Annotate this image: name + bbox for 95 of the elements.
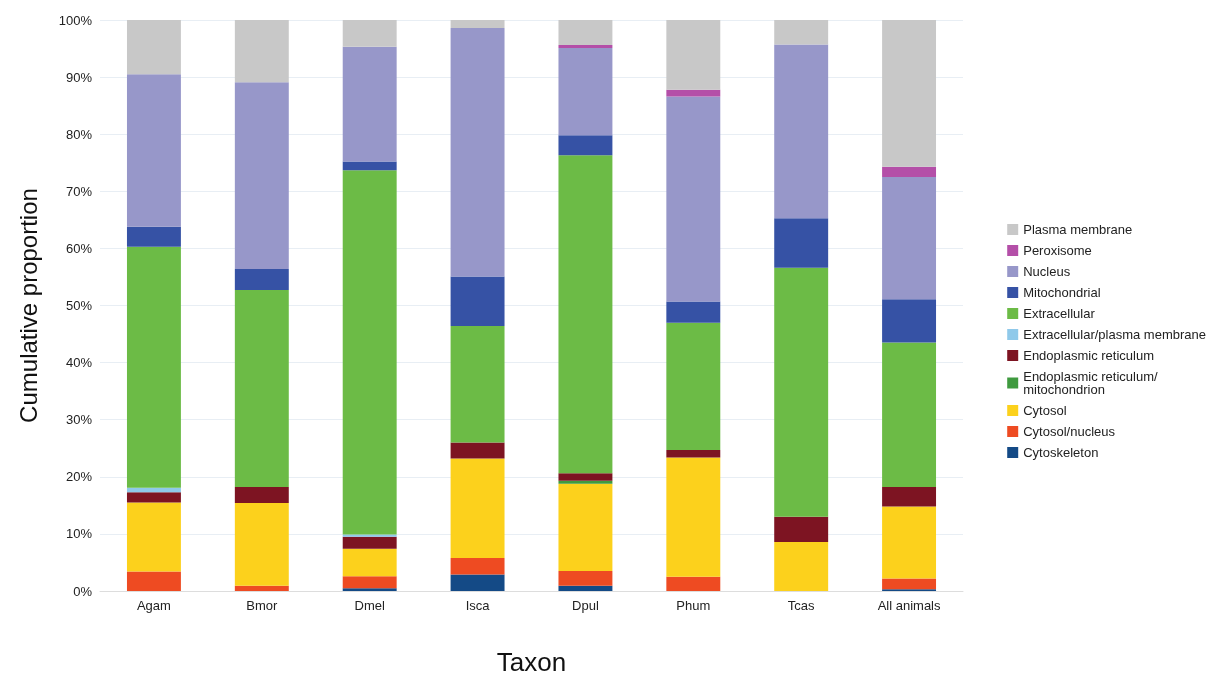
y-tick-label: 30% — [65, 412, 93, 428]
x-tick-label: Bmor — [246, 598, 279, 613]
bar — [558, 585, 613, 591]
bar — [126, 226, 181, 247]
bar — [450, 458, 505, 558]
bar — [882, 166, 937, 178]
bar — [774, 516, 829, 542]
y-tick-label: 50% — [65, 298, 93, 313]
bar — [342, 548, 397, 577]
bar — [558, 155, 613, 474]
bar — [126, 246, 181, 488]
x-tick-label: Dpul — [572, 598, 599, 613]
y-tick-label: 100% — [58, 12, 93, 28]
x-tick-label: Isca — [465, 598, 491, 613]
bar — [666, 20, 721, 90]
y-tick-label: 40% — [65, 355, 93, 371]
bar — [774, 44, 829, 219]
bar — [666, 301, 721, 323]
bar — [774, 541, 829, 591]
bar — [774, 20, 829, 45]
bar — [342, 534, 397, 537]
x-axis-title: Taxon — [496, 647, 567, 677]
y-tick-label: 0% — [73, 583, 93, 599]
y-tick-label: 90% — [65, 69, 93, 85]
legend-label: Cytosol — [1023, 403, 1067, 418]
legend-label: Extracellular/plasma membrane — [1023, 327, 1206, 342]
bar — [342, 576, 397, 589]
bar — [558, 135, 613, 156]
bar — [234, 268, 289, 291]
legend-label: Cytoskeleton — [1023, 445, 1099, 460]
bar — [342, 161, 397, 171]
bar — [882, 177, 937, 300]
bar — [882, 506, 937, 579]
bar — [882, 342, 937, 488]
y-tick-label: 10% — [65, 526, 93, 542]
bar — [450, 574, 505, 591]
bar — [450, 442, 505, 459]
bar — [558, 45, 613, 48]
bar — [126, 74, 181, 227]
bar — [126, 20, 181, 75]
bar — [882, 20, 937, 167]
x-tick-label: Dmel — [354, 598, 385, 613]
bar — [558, 47, 613, 136]
legend-label: Extracellular — [1023, 306, 1096, 321]
bar — [342, 20, 397, 47]
bar — [342, 46, 397, 162]
bar — [450, 276, 505, 327]
legend-label: Endoplasmic reticulum — [1023, 348, 1154, 363]
bar — [666, 96, 721, 302]
y-axis-title: Cumulative proportion — [14, 188, 42, 423]
bar — [666, 322, 721, 450]
bar — [666, 89, 721, 97]
bar — [774, 218, 829, 268]
y-tick-label: 60% — [65, 240, 93, 256]
legend-label: Plasma membrane — [1023, 222, 1133, 237]
bar — [126, 502, 181, 572]
x-tick-label: Phum — [676, 598, 711, 613]
bar — [342, 588, 397, 591]
bar — [342, 170, 397, 535]
bar — [234, 585, 289, 591]
bar — [450, 326, 505, 443]
bar — [558, 483, 613, 572]
y-tick-label: 70% — [65, 183, 93, 199]
bar — [450, 557, 505, 575]
y-tick-label: 20% — [65, 469, 93, 485]
bar — [558, 20, 613, 46]
bar — [558, 473, 613, 481]
bar — [234, 290, 289, 488]
y-tick-label: 80% — [65, 126, 93, 142]
bar — [234, 82, 289, 269]
bar — [882, 487, 937, 507]
legend-label: Mitochondrial — [1023, 285, 1101, 300]
bar — [450, 27, 505, 277]
bar — [666, 576, 721, 591]
bar — [558, 571, 613, 586]
bar — [450, 20, 505, 28]
bar — [126, 571, 181, 591]
x-tick-label: All animals — [877, 598, 941, 613]
x-tick-label: Agam — [136, 598, 171, 613]
bar — [234, 503, 289, 586]
bar — [126, 492, 181, 503]
bar — [342, 536, 397, 549]
bar — [882, 578, 937, 590]
bar — [666, 457, 721, 577]
bar — [774, 267, 829, 517]
x-tick-label: Tcas — [787, 598, 816, 613]
legend-label: Peroxisome — [1023, 243, 1092, 258]
bar — [558, 480, 613, 484]
legend-label: Nucleus — [1023, 264, 1071, 279]
bar — [234, 20, 289, 83]
bar — [666, 449, 721, 458]
legend-label: Endoplasmic reticulum/mitochondrion — [1023, 369, 1158, 397]
bar — [882, 299, 937, 343]
legend-label: Cytosol/nucleus — [1023, 424, 1116, 439]
bar — [234, 487, 289, 504]
